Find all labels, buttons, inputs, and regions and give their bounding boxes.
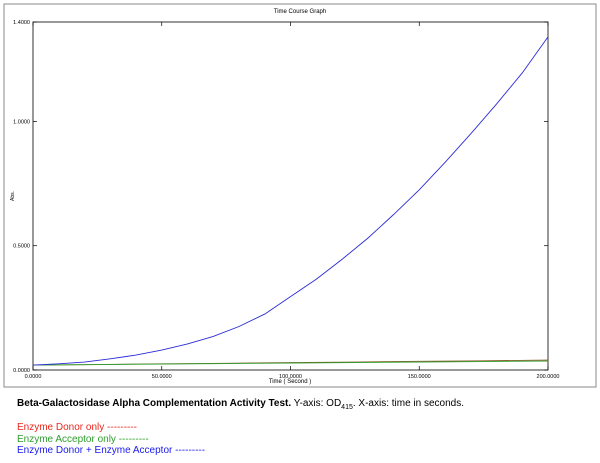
x-tick-label: 50.0000: [152, 374, 172, 380]
x-axis-label: Time ( Second ): [269, 379, 311, 385]
caption-x-axis-text: . X-axis: time in seconds.: [352, 398, 465, 409]
series-line-acceptor-only: [32, 360, 549, 366]
y-tick-label: 0.5000: [13, 244, 30, 250]
caption-y-axis-subscript: 415: [341, 404, 353, 411]
y-tick-label: 1.0000: [13, 119, 30, 125]
y-tick-label: 0.0000: [13, 368, 30, 374]
legend-item-donor-acceptor: Enzyme Donor + Enzyme Acceptor ---------: [17, 445, 206, 456]
x-tick-label: 150.0000: [408, 374, 431, 380]
legend-item-acceptor: Enzyme Acceptor only ---------: [17, 433, 149, 445]
chart-title: Time Course Graph: [274, 9, 326, 15]
x-tick-label: 0.0000: [25, 374, 42, 380]
caption-y-axis-text: Y-axis: OD: [291, 398, 342, 409]
figure-caption: Beta-Galactosidase Alpha Complementation…: [17, 397, 587, 414]
x-tick-label: 200.0000: [537, 374, 560, 380]
series-line-donor-plus-acceptor: [32, 36, 549, 366]
legend-item-donor: Enzyme Donor only ---------: [17, 422, 138, 433]
time-course-chart: Time Course Graph 0.0000 50.0000 100.0000 1…: [3, 3, 597, 388]
x-tick-label: 100.0000: [279, 374, 302, 380]
y-tick-label: 1.4000: [13, 20, 30, 26]
plot-area: [32, 21, 549, 371]
legend: Enzyme Donor only --------- Enzyme Accep…: [17, 422, 205, 457]
y-axis-label: Abs.: [10, 191, 16, 201]
caption-title: Beta-Galactosidase Alpha Complementation…: [17, 398, 292, 409]
